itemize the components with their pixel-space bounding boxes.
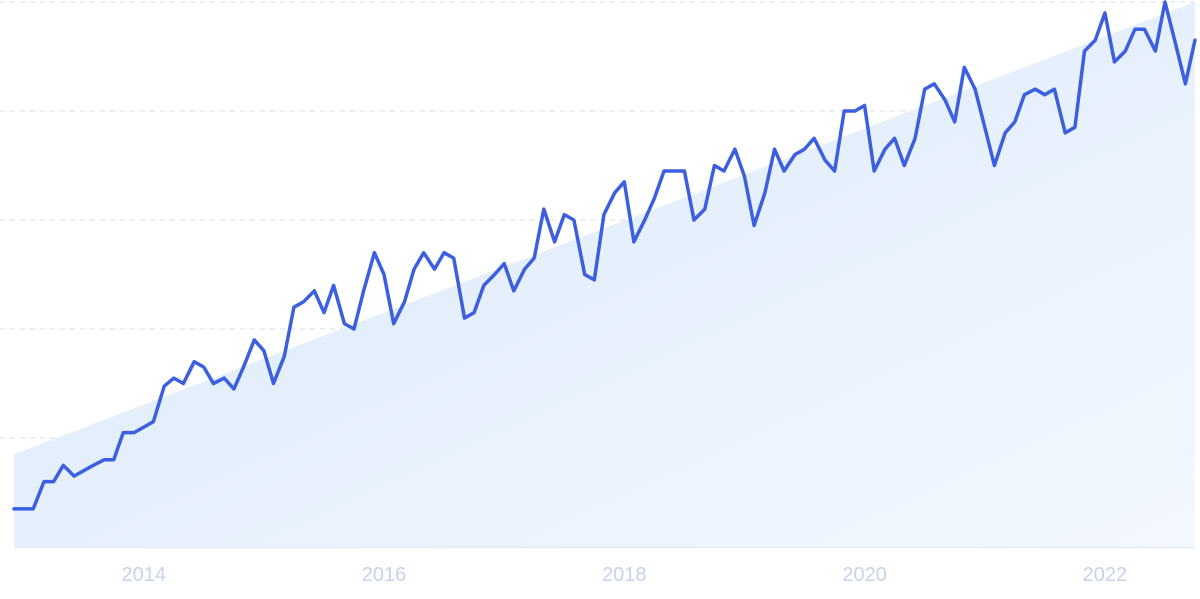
x-tick-label-2014: 2014 xyxy=(122,564,167,586)
series-line-0 xyxy=(12,0,1197,511)
x-tick-labels: 2014 2016 2018 2020 2022 xyxy=(122,564,1128,586)
x-tick-label-2020: 2020 xyxy=(842,564,887,586)
trend-area xyxy=(14,2,1195,547)
trend-area-fill xyxy=(14,2,1195,547)
series-group xyxy=(12,0,1197,511)
x-tick-label-2016: 2016 xyxy=(362,564,407,586)
x-tick-label-2022: 2022 xyxy=(1083,564,1128,586)
x-tick-label-2018: 2018 xyxy=(602,564,647,586)
